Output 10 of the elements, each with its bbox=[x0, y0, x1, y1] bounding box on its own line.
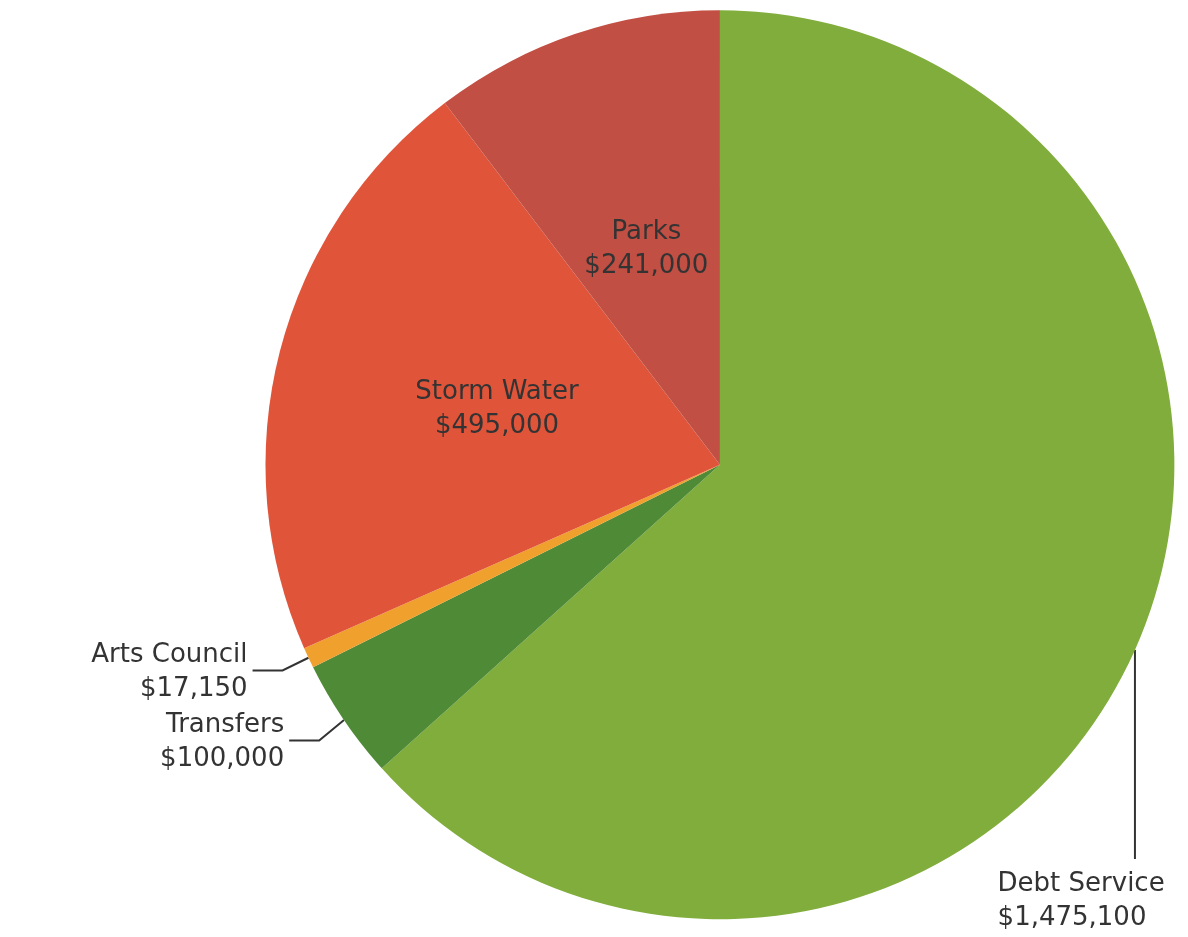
slice-label: Debt Service bbox=[997, 867, 1165, 897]
slice-label: Parks bbox=[611, 214, 682, 245]
slice-label: Arts Council bbox=[91, 638, 248, 669]
data-label: $241,000 bbox=[584, 248, 709, 279]
slice-label: Transfers bbox=[165, 708, 285, 739]
slice-label: Storm Water bbox=[415, 375, 579, 406]
data-label: $1,475,100 bbox=[997, 901, 1147, 931]
data-label: $100,000 bbox=[160, 742, 285, 773]
data-label: $17,150 bbox=[140, 672, 248, 703]
data-label: $495,000 bbox=[434, 409, 560, 440]
